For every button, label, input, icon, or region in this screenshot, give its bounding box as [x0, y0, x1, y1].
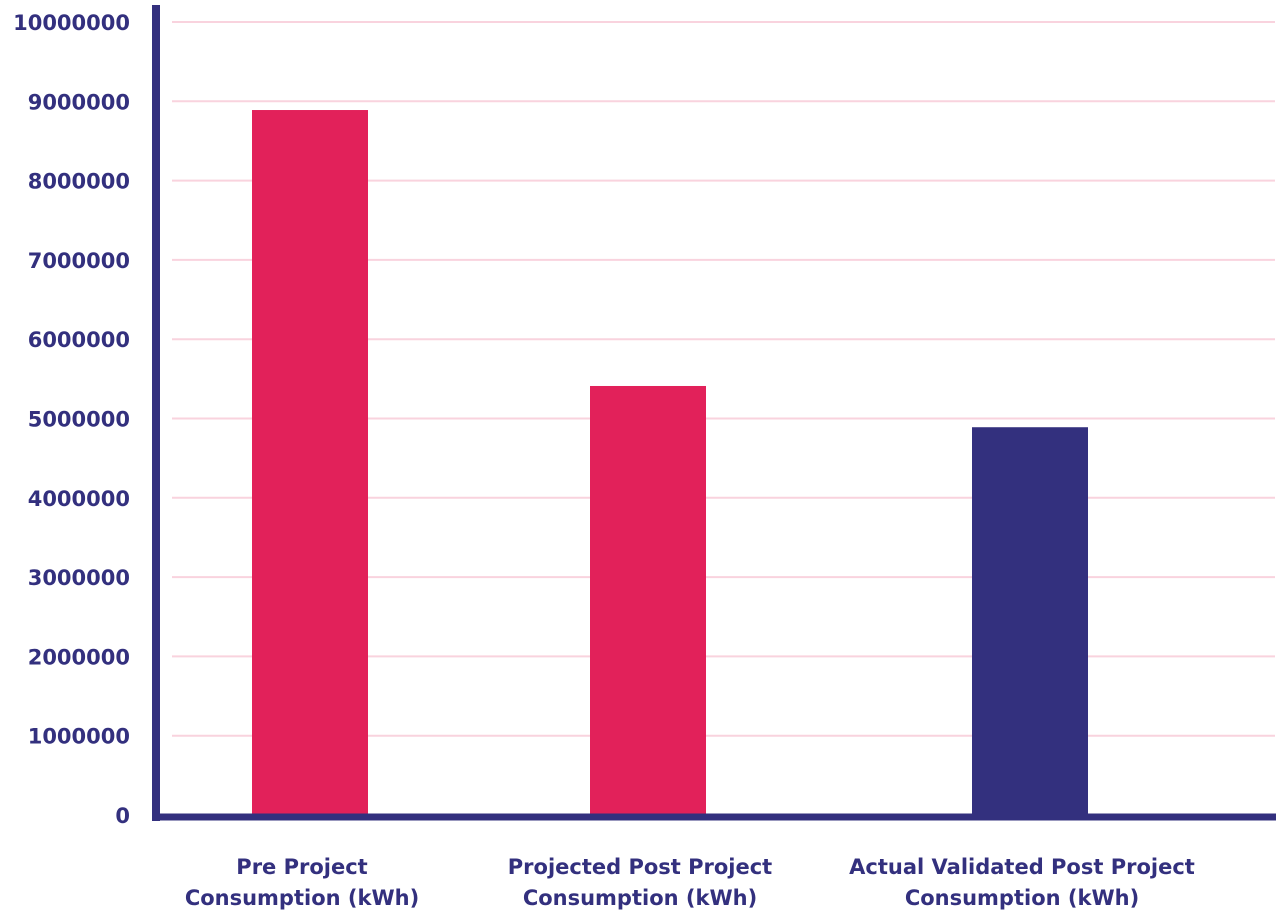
x-tick-label: Actual Validated Post Project [849, 855, 1195, 879]
y-tick-label: 4000000 [28, 487, 130, 511]
x-tick-label: Consumption (kWh) [185, 886, 419, 910]
y-tick-label: 1000000 [28, 725, 130, 749]
x-tick-label: Consumption (kWh) [523, 886, 757, 910]
y-tick-label: 9000000 [28, 90, 130, 114]
x-tick-label: Consumption (kWh) [905, 886, 1139, 910]
bar [590, 385, 706, 815]
y-tick-label: 2000000 [28, 645, 130, 669]
y-tick-label: 0 [115, 804, 130, 828]
y-tick-label: 8000000 [28, 170, 130, 194]
bar [252, 110, 368, 815]
x-tick-label: Projected Post Project [508, 855, 772, 879]
y-tick-label: 10000000 [13, 11, 130, 35]
bar [972, 427, 1088, 815]
y-tick-label: 6000000 [28, 328, 130, 352]
x-tick-label: Pre Project [236, 855, 367, 879]
y-tick-label: 7000000 [28, 249, 130, 273]
y-tick-label: 3000000 [28, 566, 130, 590]
y-tick-label: 5000000 [28, 408, 130, 432]
